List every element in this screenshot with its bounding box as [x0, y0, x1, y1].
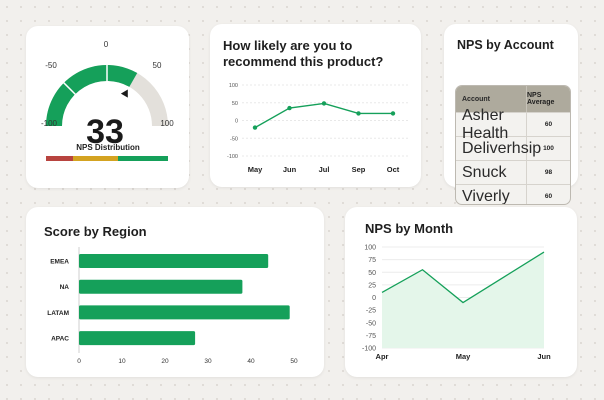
likely-series-line: [254, 102, 393, 129]
nps-gauge: 33 -100 -50 0 50 100 NPS Distribution: [41, 40, 174, 161]
nps-by-account-card: NPS by Account Account NPS Average Asher…: [444, 24, 578, 205]
recommend-title-line1: How likely are you to: [223, 38, 353, 53]
header-account: Account: [456, 86, 527, 112]
region-card-title: Score by Region: [44, 224, 147, 239]
x-tick-label: 50: [290, 358, 298, 365]
score-by-region-card: Score by Region 0 10 20 30 40 50 EMEA NA LATAM AP…: [26, 207, 324, 377]
account-table: Account NPS Average Asher Health 60 Deli…: [455, 85, 571, 205]
x-tick-label: May: [456, 352, 471, 361]
y-tick-label: 0: [235, 119, 238, 125]
region-bar: [79, 331, 196, 346]
table-row: Snuck 98: [456, 161, 570, 185]
account-name: Asher Health: [456, 107, 527, 142]
x-tick-label: Sep: [352, 165, 366, 174]
x-tick-label: 30: [204, 358, 212, 365]
account-nps: 100: [543, 145, 554, 152]
x-tick-label: 20: [161, 358, 169, 365]
likely-data-point: [390, 111, 396, 116]
y-tick-label: 100: [364, 245, 376, 252]
account-name: Snuck: [456, 161, 527, 184]
x-tick-label: Jun: [283, 165, 297, 174]
month-card-title: NPS by Month: [365, 221, 454, 236]
table-row: Deliverhsip 100: [456, 137, 570, 161]
gauge-pointer: [120, 89, 128, 98]
account-nps: 60: [544, 193, 553, 200]
region-label: APAC: [51, 336, 69, 343]
likely-data-point: [287, 105, 292, 111]
gauge-tick: [62, 81, 77, 96]
y-tick-label: 0: [372, 295, 376, 302]
y-tick-label: 50: [368, 270, 376, 277]
account-name: Viverly: [456, 185, 527, 204]
region-bar-chart: 0 10 20 30 40 50 EMEA NA LATAM APAC: [47, 247, 298, 365]
account-table-header: Account NPS Average: [456, 86, 570, 113]
region-bar: [79, 254, 269, 268]
y-tick-label: -25: [366, 308, 376, 315]
y-tick-label: 25: [368, 282, 376, 289]
region-label: NA: [60, 284, 70, 291]
month-series-line: [381, 251, 545, 304]
region-bar: [79, 279, 243, 294]
gauge-title: NPS Distribution: [76, 143, 140, 152]
table-row: Asher Health 60: [456, 107, 570, 142]
gauge-fill: [46, 65, 138, 127]
nps-gauge-card: 33 -100 -50 0 50 100 NPS Distribution: [26, 26, 189, 188]
table-row: Viverly 60: [456, 185, 570, 204]
x-tick-label: May: [248, 165, 263, 174]
x-tick-label: Oct: [387, 165, 400, 174]
region-label: EMEA: [50, 259, 69, 266]
likely-data-point: [252, 125, 258, 130]
y-tick-label: -50: [230, 136, 238, 142]
distribution-yellow-segment: [73, 156, 118, 161]
gauge-value: 33: [86, 113, 124, 151]
y-tick-label: -75: [366, 333, 376, 340]
x-tick-label: 0: [77, 358, 81, 365]
y-tick-label: 100: [229, 83, 238, 89]
region-bar: [79, 305, 290, 320]
distribution-red-segment: [46, 156, 73, 161]
x-tick-label: 40: [247, 358, 255, 365]
nps-by-month-card: NPS by Month 100 75 50 25 0 -25 -50 -75 -100 Apr M…: [345, 207, 577, 377]
y-tick-label: -50: [366, 320, 376, 327]
account-name: Deliverhsip: [456, 137, 541, 160]
month-area-fill: [382, 252, 544, 348]
x-tick-label: Jun: [537, 352, 551, 361]
distribution-green-segment: [118, 156, 168, 161]
account-card-title: NPS by Account: [457, 38, 554, 52]
x-tick-label: Jul: [319, 165, 330, 174]
x-tick-label: Apr: [376, 352, 389, 361]
likely-data-point: [321, 101, 327, 106]
y-tick-label: 50: [232, 101, 238, 107]
gauge-label-high: 50: [153, 61, 162, 70]
gauge-label-max: 100: [160, 119, 174, 128]
region-label: LATAM: [47, 310, 69, 317]
y-tick-label: 75: [368, 257, 376, 264]
likely-data-point: [356, 111, 361, 116]
y-tick-label: -100: [362, 346, 376, 353]
recommend-likelihood-card: How likely are you to recommend this pro…: [210, 24, 421, 187]
gauge-label-mid: 0: [104, 40, 109, 49]
gauge-label-low: -50: [45, 61, 57, 70]
x-tick-label: 10: [118, 358, 126, 365]
recommend-line-chart: 100 50 0 -50 -100 May Jun Jul Sep Oct: [227, 83, 408, 174]
account-nps: 60: [544, 121, 553, 128]
header-nps-average: NPS Average: [527, 92, 555, 106]
account-nps: 98: [544, 169, 553, 176]
recommend-title-line2: recommend this product?: [223, 54, 384, 69]
gauge-label-min: -100: [41, 119, 58, 128]
y-tick-label: -100: [227, 154, 238, 160]
